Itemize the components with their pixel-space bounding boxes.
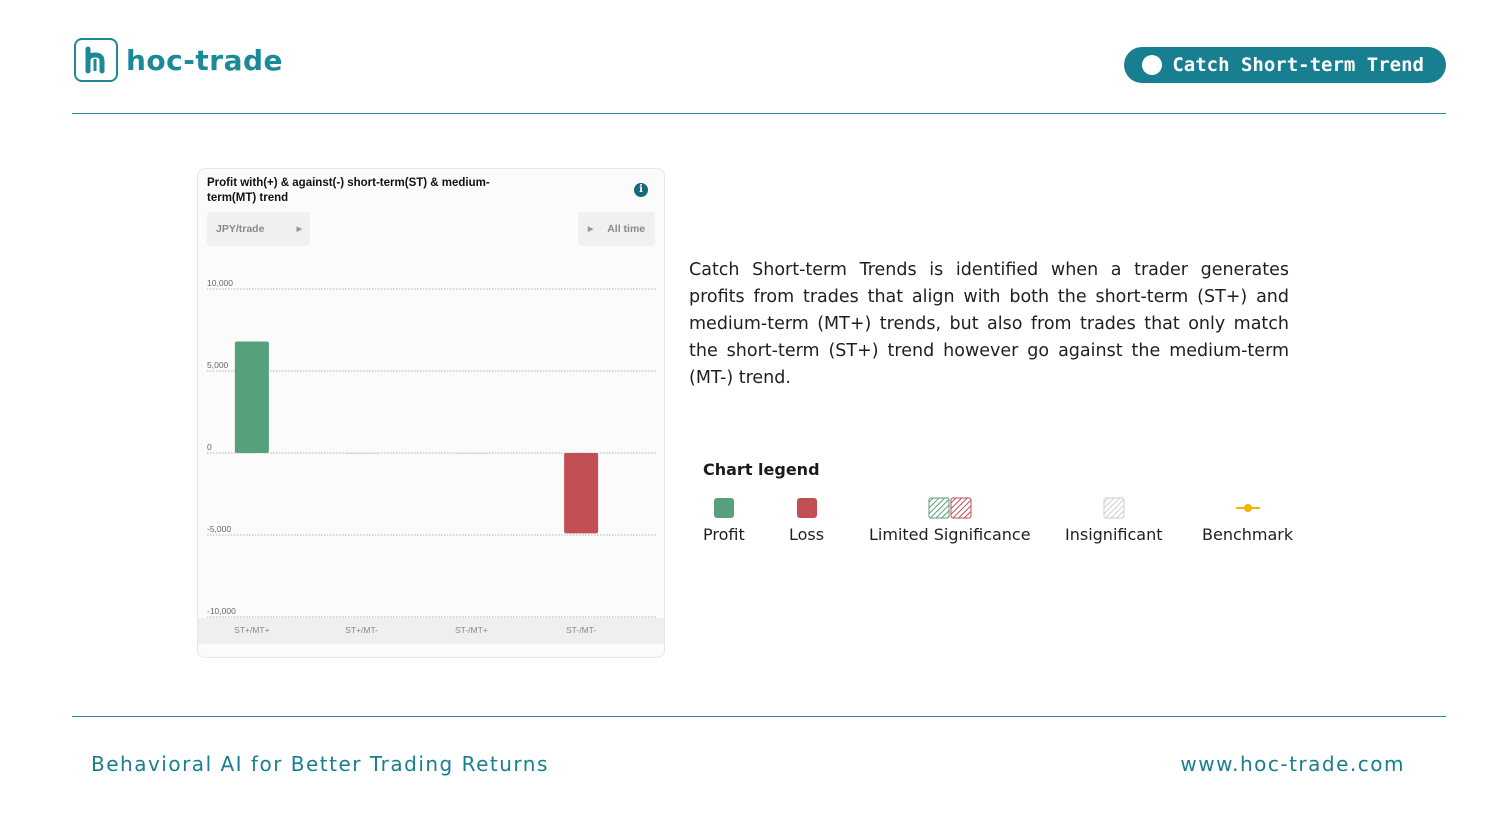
- x-axis-band: [198, 618, 664, 644]
- legend-label: Loss: [789, 525, 825, 544]
- unit-selector[interactable]: JPY/trade ▶: [207, 212, 310, 246]
- legend-item-profit: Profit: [703, 497, 745, 544]
- logo-icon: [74, 38, 118, 82]
- badge-label: Catch Short-term Trend: [1172, 54, 1424, 76]
- y-tick-label: 0: [207, 442, 212, 452]
- x-tick-label: ST+/MT-: [345, 625, 378, 635]
- footer-tagline: Behavioral AI for Better Trading Returns: [91, 752, 549, 776]
- info-icon[interactable]: i: [634, 183, 648, 197]
- strategy-badge: Catch Short-term Trend: [1124, 47, 1446, 83]
- description-text: Catch Short-term Trends is identified wh…: [689, 260, 1289, 388]
- legend-title: Chart legend: [703, 460, 820, 479]
- header-divider: [72, 113, 1446, 114]
- badge-dot-icon: [1142, 55, 1163, 75]
- profit-swatch-icon: [713, 498, 734, 518]
- bar: [344, 453, 379, 454]
- unit-selector-label: JPY/trade: [216, 223, 265, 235]
- footer-divider: [72, 716, 1446, 717]
- caret-right-icon: ▶: [296, 226, 302, 233]
- bar: [454, 453, 489, 454]
- legend-label: Benchmark: [1202, 525, 1294, 544]
- caret-right-icon: ▶: [587, 226, 594, 233]
- hatched-swatch-icon: [928, 497, 972, 519]
- chart-title: Profit with(+) & against(-) short-term(S…: [207, 177, 490, 204]
- period-selector-label: All time: [607, 223, 646, 235]
- brand-name: hoc-trade: [126, 43, 284, 77]
- legend-item-insignificant: Insignificant: [1065, 497, 1162, 544]
- legend-label: Insignificant: [1065, 525, 1163, 544]
- legend-label: Limited Significance: [869, 525, 1031, 544]
- loss-swatch-icon: [796, 498, 817, 518]
- x-tick-label: ST-/MT-: [566, 625, 596, 635]
- legend-label: Profit: [703, 525, 745, 544]
- bar: [564, 453, 599, 534]
- y-tick-label: -5,000: [207, 524, 231, 534]
- legend-item-benchmark: Benchmark: [1202, 497, 1293, 544]
- legend-item-limited-significance: Limited Significance: [869, 497, 1031, 544]
- x-tick-label: ST-/MT+: [455, 625, 488, 635]
- y-tick-label: 5,000: [207, 360, 229, 370]
- legend-item-loss: Loss: [789, 497, 824, 544]
- gray-hatched-swatch-icon: [1103, 497, 1125, 519]
- footer-website-link[interactable]: www.hoc-trade.com: [1180, 752, 1405, 776]
- x-tick-label: ST+/MT+: [234, 625, 269, 635]
- bar: [234, 341, 269, 453]
- period-selector[interactable]: ▶ All time: [578, 212, 655, 246]
- benchmark-line-icon: [1235, 504, 1260, 512]
- y-tick-label: -10,000: [207, 606, 236, 616]
- bar-chart: 10,000 5,000 0 -5,000 -10,000 ST+/MT+ ST+/MT- S…: [207, 278, 656, 635]
- y-tick-label: 10,000: [207, 278, 233, 288]
- brand-logo[interactable]: hoc-trade: [74, 38, 283, 82]
- chart-card: Profit with(+) & against(-) short-term(S…: [197, 168, 665, 658]
